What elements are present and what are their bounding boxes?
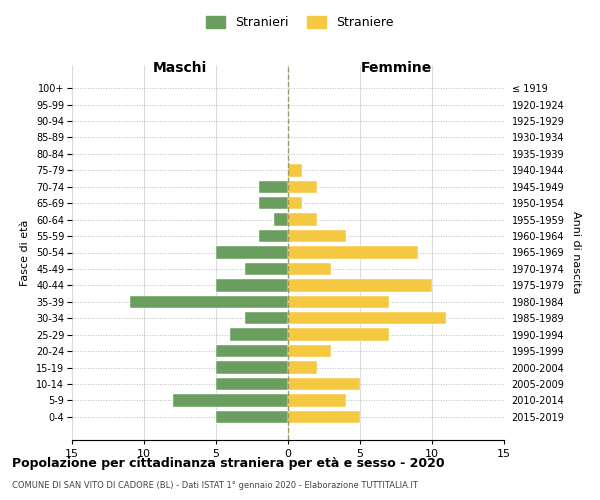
Bar bbox=[288, 164, 302, 176]
Text: Femmine: Femmine bbox=[361, 61, 431, 75]
Bar bbox=[130, 296, 288, 308]
Bar bbox=[216, 362, 288, 374]
Legend: Stranieri, Straniere: Stranieri, Straniere bbox=[202, 11, 398, 34]
Bar bbox=[288, 246, 418, 258]
Y-axis label: Fasce di età: Fasce di età bbox=[20, 220, 31, 286]
Bar bbox=[288, 214, 317, 226]
Bar bbox=[259, 197, 288, 209]
Bar bbox=[216, 279, 288, 291]
Y-axis label: Anni di nascita: Anni di nascita bbox=[571, 211, 581, 294]
Bar bbox=[173, 394, 288, 406]
Bar bbox=[216, 345, 288, 357]
Bar bbox=[288, 279, 432, 291]
Bar bbox=[288, 328, 389, 341]
Text: Maschi: Maschi bbox=[153, 61, 207, 75]
Bar bbox=[216, 378, 288, 390]
Bar bbox=[288, 410, 360, 423]
Bar bbox=[216, 410, 288, 423]
Bar bbox=[288, 378, 360, 390]
Text: Popolazione per cittadinanza straniera per età e sesso - 2020: Popolazione per cittadinanza straniera p… bbox=[12, 458, 445, 470]
Bar bbox=[288, 230, 346, 242]
Bar bbox=[274, 214, 288, 226]
Bar bbox=[259, 230, 288, 242]
Bar bbox=[230, 328, 288, 341]
Bar bbox=[259, 180, 288, 193]
Bar bbox=[288, 180, 317, 193]
Bar bbox=[288, 345, 331, 357]
Bar bbox=[288, 263, 331, 275]
Bar bbox=[288, 312, 446, 324]
Bar bbox=[288, 296, 389, 308]
Bar bbox=[288, 197, 302, 209]
Bar bbox=[288, 362, 317, 374]
Bar bbox=[216, 246, 288, 258]
Bar bbox=[245, 312, 288, 324]
Text: COMUNE DI SAN VITO DI CADORE (BL) - Dati ISTAT 1° gennaio 2020 - Elaborazione TU: COMUNE DI SAN VITO DI CADORE (BL) - Dati… bbox=[12, 481, 418, 490]
Bar bbox=[245, 263, 288, 275]
Bar bbox=[288, 394, 346, 406]
